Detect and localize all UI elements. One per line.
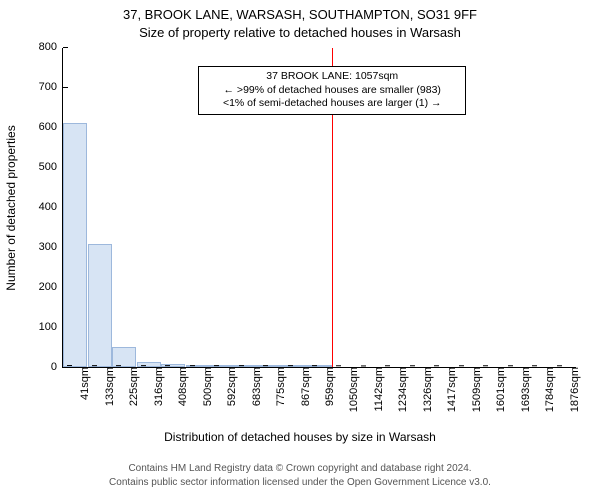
x-tick: 316sqm [147,367,165,406]
x-tick: 225sqm [122,367,140,406]
x-axis-label: Distribution of detached houses by size … [0,430,600,444]
y-tick: 800 [39,41,63,53]
y-tick: 0 [51,361,63,373]
attribution-line2: Contains public sector information licen… [0,476,600,490]
attribution-block: Contains HM Land Registry data © Crown c… [0,462,600,489]
x-tick: 1050sqm [342,367,360,412]
x-tick: 683sqm [245,367,263,406]
x-tick: 775sqm [269,367,287,406]
y-tick: 400 [39,201,63,213]
x-tick: 592sqm [220,367,238,406]
histogram-bar [112,347,136,367]
plot-area: 37 BROOK LANE: 1057sqm ← >99% of detache… [62,48,576,368]
x-tick: 1142sqm [367,367,385,411]
callout-line2: ← >99% of detached houses are smaller (9… [205,84,459,98]
chart-title-line1: 37, BROOK LANE, WARSASH, SOUTHAMPTON, SO… [0,6,600,24]
x-tick: 133sqm [98,367,116,406]
chart-title-block: 37, BROOK LANE, WARSASH, SOUTHAMPTON, SO… [0,6,600,41]
x-tick: 1509sqm [465,367,483,412]
callout-line1: 37 BROOK LANE: 1057sqm [205,70,459,84]
x-tick: 1417sqm [440,367,458,412]
x-tick: 41sqm [73,367,91,400]
histogram-bar [88,244,112,367]
y-tick: 100 [39,321,63,333]
x-tick: 500sqm [196,367,214,406]
x-tick: 1693sqm [514,367,532,412]
y-axis-label: Number of detached properties [4,125,18,290]
x-tick: 867sqm [294,367,312,406]
x-tick: 1326sqm [416,367,434,412]
y-tick: 500 [39,161,63,173]
x-tick: 1234sqm [391,367,409,412]
y-tick: 200 [39,281,63,293]
x-tick: 1601sqm [489,367,507,412]
callout-line3: <1% of semi-detached houses are larger (… [205,97,459,111]
x-tick: 408sqm [171,367,189,406]
x-tick: 1784sqm [538,367,556,412]
histogram-bar [63,123,87,367]
y-tick: 600 [39,121,63,133]
x-tick: 1876sqm [563,367,581,412]
attribution-line1: Contains HM Land Registry data © Crown c… [0,462,600,476]
x-tick: 959sqm [318,367,336,406]
callout-box: 37 BROOK LANE: 1057sqm ← >99% of detache… [198,66,466,115]
y-tick: 300 [39,241,63,253]
chart-title-line2: Size of property relative to detached ho… [0,24,600,42]
y-tick: 700 [39,81,63,93]
